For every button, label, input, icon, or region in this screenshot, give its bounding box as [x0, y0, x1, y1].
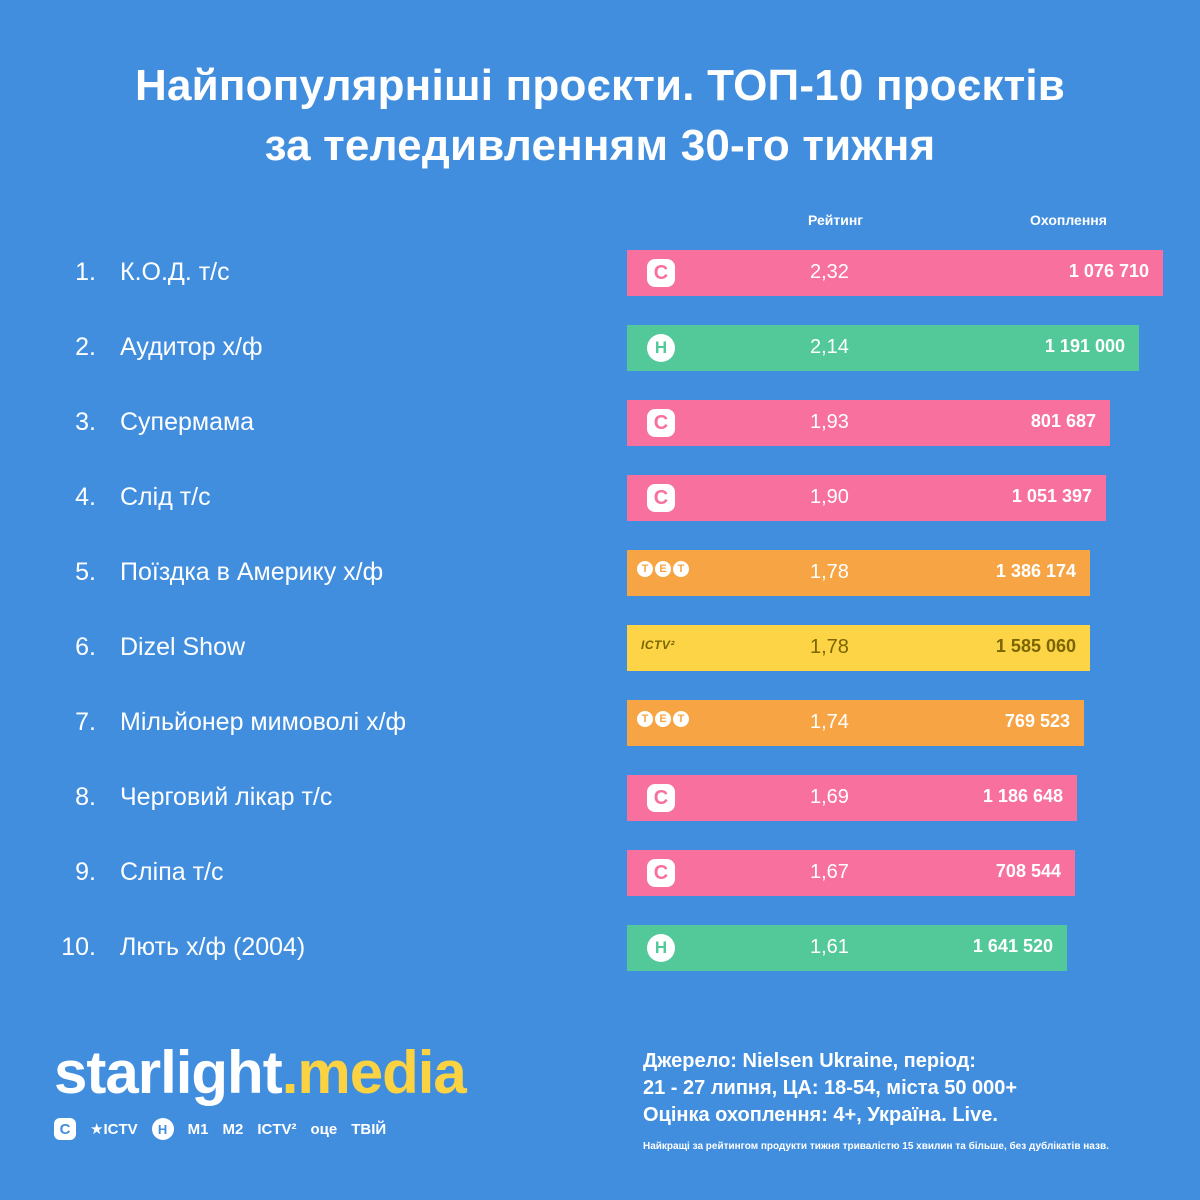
source-line-3: Оцінка охоплення: 4+, Україна. Live.	[643, 1104, 998, 1126]
rating-bar: С 2,32 1 076 710	[627, 250, 1163, 296]
stb-icon: С	[647, 409, 675, 437]
stb-icon: С	[647, 484, 675, 512]
reach-value: 1 386 174	[995, 561, 1076, 581]
reach-value: 1 585 060	[995, 636, 1076, 656]
reach-value: 1 076 710	[1068, 261, 1149, 281]
rating-bar: С 1,90 1 051 397	[627, 475, 1106, 521]
reach-value: 1 051 397	[1011, 486, 1092, 506]
rating-bar: Н 2,14 1 191 000	[627, 325, 1139, 371]
project-name: Dizel Show	[120, 633, 246, 661]
project-name: Супермама	[120, 408, 255, 436]
source-line-2: 21 - 27 липня, ЦА: 18-54, міста 50 000+	[643, 1077, 1018, 1099]
novy-icon: Н	[647, 934, 675, 962]
project-name: Слід т/с	[120, 483, 211, 511]
m2-icon: M2	[222, 1120, 244, 1138]
rating-value: 2,14	[810, 336, 849, 358]
project-name: Сліпа т/с	[120, 858, 224, 886]
starlight-media-logo: starlight.media	[54, 1039, 467, 1106]
rating-bar: С 1,93 801 687	[627, 400, 1110, 446]
stb-icon: С	[54, 1118, 76, 1140]
rank-number: 10.	[61, 933, 96, 961]
rank-number: 1.	[75, 258, 96, 286]
rating-value: 1,61	[810, 936, 849, 958]
rating-value: 1,90	[810, 486, 849, 508]
rank-number: 6.	[75, 633, 96, 661]
rating-bar: ICTV² 1,78 1 585 060	[627, 625, 1090, 671]
stb-icon: С	[647, 859, 675, 887]
rating-value: 1,93	[810, 411, 849, 433]
rank-number: 2.	[75, 333, 96, 361]
reach-value: 1 191 000	[1044, 336, 1125, 356]
rank-number: 5.	[75, 558, 96, 586]
reach-value: 1 641 520	[972, 936, 1053, 956]
reach-value: 1 186 648	[982, 786, 1063, 806]
channel-icons-row: С ★ICTV Н M1 M2 ICTV² оце ТВІЙ	[54, 1118, 386, 1140]
project-name: Лють х/ф (2004)	[120, 933, 306, 961]
source-line-1: Джерело: Nielsen Ukraine, період:	[643, 1050, 976, 1072]
reach-value: 708 544	[995, 861, 1061, 881]
novy-icon: Н	[647, 334, 675, 362]
footnote: Найкращі за рейтингом продукти тижня три…	[643, 1141, 1109, 1152]
stb-icon: С	[647, 259, 675, 287]
page-title: Найпопулярніші проєкти. ТОП-10 проєктів …	[0, 56, 1200, 176]
rating-value: 1,78	[810, 561, 849, 583]
reach-column-header: Охоплення	[1030, 212, 1107, 228]
rank-number: 8.	[75, 783, 96, 811]
rank-number: 4.	[75, 483, 96, 511]
project-name: Мільйонер мимоволі х/ф	[120, 708, 407, 736]
rank-number: 9.	[75, 858, 96, 886]
rank-number: 7.	[75, 708, 96, 736]
rank-number: 3.	[75, 408, 96, 436]
rating-bar: Т Е Т 1,74 769 523	[627, 700, 1084, 746]
rating-value: 1,67	[810, 861, 849, 883]
m1-icon: M1	[187, 1120, 209, 1138]
rating-value: 2,32	[810, 261, 849, 283]
project-name: Аудитор х/ф	[120, 333, 263, 361]
oce-icon: оце	[310, 1120, 338, 1138]
source-note: Джерело: Nielsen Ukraine, період: 21 - 2…	[643, 1048, 1017, 1129]
rating-bar: С 1,69 1 186 648	[627, 775, 1077, 821]
project-name: Черговий лікар т/с	[120, 783, 333, 811]
rating-value: 1,69	[810, 786, 849, 808]
project-name: Поїздка в Америку х/ф	[120, 558, 384, 586]
ictv2-icon: ICTV²	[641, 638, 675, 652]
rating-value: 1,78	[810, 636, 849, 658]
tviy-icon: ТВІЙ	[351, 1120, 387, 1138]
rating-bar: Т Е Т 1,78 1 386 174	[627, 550, 1090, 596]
rating-value: 1,74	[810, 711, 849, 733]
rating-column-header: Рейтинг	[808, 212, 864, 228]
project-name: К.О.Д. т/с	[120, 258, 230, 286]
title-line-2: за теледивленням 30-го тижня	[264, 121, 936, 170]
novy-icon: Н	[151, 1118, 174, 1140]
ictv2-icon: ICTV²	[257, 1120, 297, 1138]
title-line-1: Найпопулярніші проєкти. ТОП-10 проєктів	[134, 61, 1066, 110]
stb-icon: С	[647, 784, 675, 812]
ictv-icon: ★ICTV	[90, 1121, 138, 1138]
reach-value: 801 687	[1030, 411, 1096, 431]
reach-value: 769 523	[1004, 711, 1070, 731]
rating-bar: С 1,67 708 544	[627, 850, 1075, 896]
rating-bar: Н 1,61 1 641 520	[627, 925, 1067, 971]
